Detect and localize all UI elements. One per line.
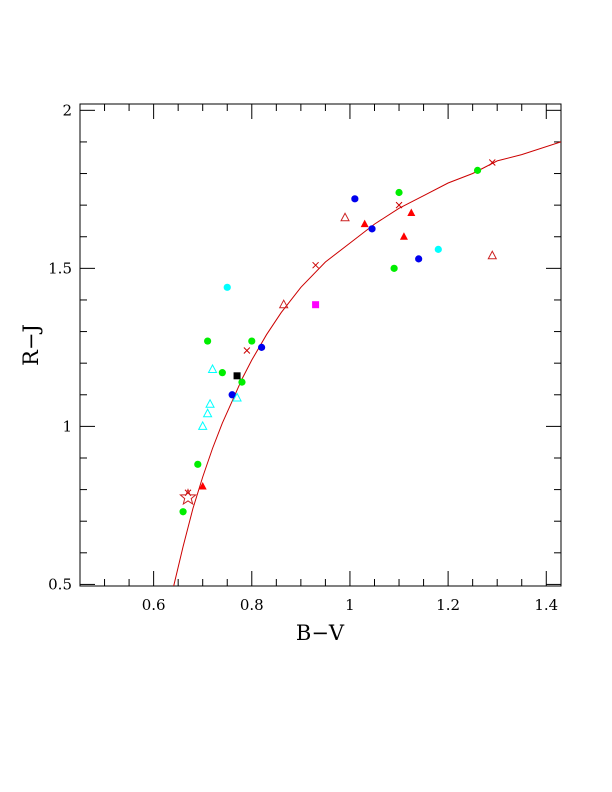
- axes-frame: [79, 103, 562, 587]
- x-tick-label: 1: [345, 596, 355, 614]
- data-point-circle: [228, 391, 236, 399]
- data-point-triangle: [198, 481, 207, 490]
- plot-frame: [79, 103, 562, 587]
- fit-curve: [173, 141, 561, 586]
- data-point-open-triangle: [487, 250, 498, 260]
- data-point-circle: [223, 283, 231, 291]
- data-point-circle: [194, 460, 202, 468]
- y-tick-label: 2: [62, 101, 72, 119]
- data-point-circle: [351, 195, 359, 203]
- curve-cross-marker: [488, 159, 496, 166]
- data-point-circle: [238, 378, 246, 386]
- data-point-circle: [248, 337, 256, 345]
- x-tick-label: 1.4: [534, 596, 558, 614]
- data-point-open-triangle: [197, 420, 208, 430]
- data-point-circle: [258, 343, 266, 351]
- data-point-circle: [204, 337, 212, 345]
- data-point-circle: [390, 264, 398, 272]
- data-point-open-triangle: [278, 299, 289, 309]
- x-tick-label: 1.2: [436, 596, 460, 614]
- data-point-circle: [415, 255, 423, 263]
- data-points-layer: [179, 166, 498, 516]
- y-axis-label: R−J: [19, 324, 43, 366]
- x-tick-label: 0.6: [142, 596, 166, 614]
- tick-labels: 0.6 0.8 1 1.2 1.4 0.5 1 1.5 2: [48, 101, 558, 614]
- curve-cross-marker: [395, 201, 403, 209]
- x-axis-label: B−V: [296, 621, 345, 645]
- tick-marks: [79, 104, 561, 586]
- data-point-open-triangle: [207, 363, 218, 373]
- data-point-star: [179, 488, 197, 506]
- data-point-triangle: [407, 208, 416, 217]
- data-point-circle: [395, 188, 403, 197]
- curve-cross-marker: [312, 261, 319, 269]
- data-point-square: [312, 301, 320, 309]
- data-point-triangle: [360, 219, 369, 228]
- fit-curve-layer: [173, 141, 561, 586]
- data-point-circle: [218, 369, 226, 377]
- data-point-open-triangle: [205, 398, 215, 408]
- data-point-circle: [473, 166, 482, 174]
- y-tick-label: 1.5: [48, 259, 72, 277]
- y-tick-label: 1: [62, 417, 72, 435]
- data-point-open-triangle: [202, 408, 213, 418]
- data-point-circle: [179, 508, 187, 516]
- data-point-circle: [368, 225, 376, 233]
- data-point-open-triangle: [340, 212, 350, 222]
- curve-cross-marker: [243, 347, 251, 354]
- data-point-triangle: [399, 232, 408, 240]
- x-tick-label: 0.8: [240, 596, 264, 614]
- data-point-square: [233, 372, 241, 380]
- data-point-circle: [434, 245, 442, 253]
- y-tick-label: 0.5: [48, 575, 72, 593]
- data-point-open-triangle: [232, 392, 242, 402]
